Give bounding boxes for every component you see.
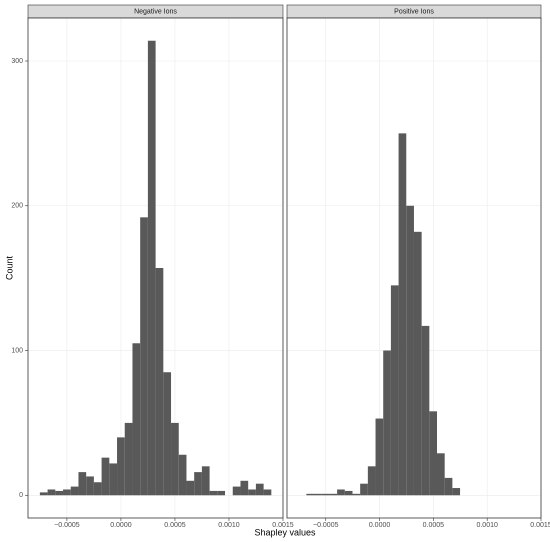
bar bbox=[55, 490, 64, 496]
x-tick-label: 0.0015 bbox=[530, 522, 550, 529]
bar bbox=[306, 493, 315, 496]
bar bbox=[78, 472, 87, 496]
x-axis-title: Shapley values bbox=[254, 527, 316, 537]
bar bbox=[383, 350, 391, 496]
bar bbox=[444, 477, 453, 496]
bar bbox=[337, 489, 345, 496]
x-tick-label: 0.0000 bbox=[110, 522, 132, 529]
bar bbox=[155, 268, 164, 496]
bar bbox=[240, 480, 249, 496]
bar bbox=[375, 418, 384, 496]
bar bbox=[398, 133, 407, 496]
bar bbox=[406, 205, 414, 496]
panel-border bbox=[286, 17, 542, 519]
bar bbox=[209, 490, 218, 496]
x-tick-label: 0.0010 bbox=[476, 522, 498, 529]
bar bbox=[344, 490, 353, 496]
strip-label: Negative Ions bbox=[134, 8, 177, 15]
bar bbox=[367, 466, 376, 496]
bar bbox=[124, 422, 133, 496]
bar bbox=[47, 489, 56, 496]
bar bbox=[329, 493, 338, 496]
x-tick-label: −0.0005 bbox=[54, 522, 80, 529]
bar bbox=[255, 483, 264, 496]
bar bbox=[248, 489, 256, 496]
bar bbox=[86, 476, 94, 496]
bar bbox=[201, 466, 210, 496]
bar bbox=[194, 472, 202, 496]
bar bbox=[63, 489, 71, 496]
panel-border bbox=[27, 17, 284, 519]
x-tick-label: 0.0005 bbox=[164, 522, 186, 529]
bar bbox=[93, 482, 102, 496]
bar bbox=[263, 489, 272, 496]
bar bbox=[452, 488, 461, 496]
bar bbox=[140, 217, 148, 496]
bar bbox=[437, 453, 445, 496]
bar bbox=[429, 411, 438, 496]
bar bbox=[217, 490, 226, 496]
x-tick-label: 0.0005 bbox=[423, 522, 445, 529]
x-tick-label: 0.0000 bbox=[369, 522, 391, 529]
bar bbox=[70, 486, 79, 496]
y-tick-label: 200 bbox=[11, 203, 23, 210]
bar bbox=[360, 483, 368, 496]
x-tick-label: 0.0015 bbox=[272, 522, 294, 529]
y-tick-label: 100 bbox=[11, 347, 23, 354]
x-tick-label: −0.0005 bbox=[313, 522, 339, 529]
bar bbox=[101, 457, 110, 496]
bar bbox=[178, 454, 187, 496]
bar bbox=[314, 493, 322, 496]
bar bbox=[132, 343, 141, 496]
bar bbox=[413, 231, 422, 496]
bar bbox=[186, 480, 195, 496]
bar bbox=[171, 422, 179, 496]
bar bbox=[232, 486, 241, 496]
bar bbox=[390, 285, 399, 496]
bar bbox=[109, 463, 118, 496]
bar bbox=[421, 325, 430, 496]
y-tick-label: 300 bbox=[11, 58, 23, 65]
bar bbox=[321, 493, 330, 496]
bar bbox=[39, 492, 48, 496]
y-tick-label: 0 bbox=[19, 492, 23, 499]
strip-label: Positive Ions bbox=[394, 8, 434, 15]
bar bbox=[163, 372, 172, 496]
y-axis-title: Count bbox=[4, 256, 14, 281]
bar bbox=[352, 493, 361, 496]
bar bbox=[117, 437, 125, 496]
x-tick-label: 0.0010 bbox=[218, 522, 240, 529]
bar bbox=[147, 40, 156, 496]
